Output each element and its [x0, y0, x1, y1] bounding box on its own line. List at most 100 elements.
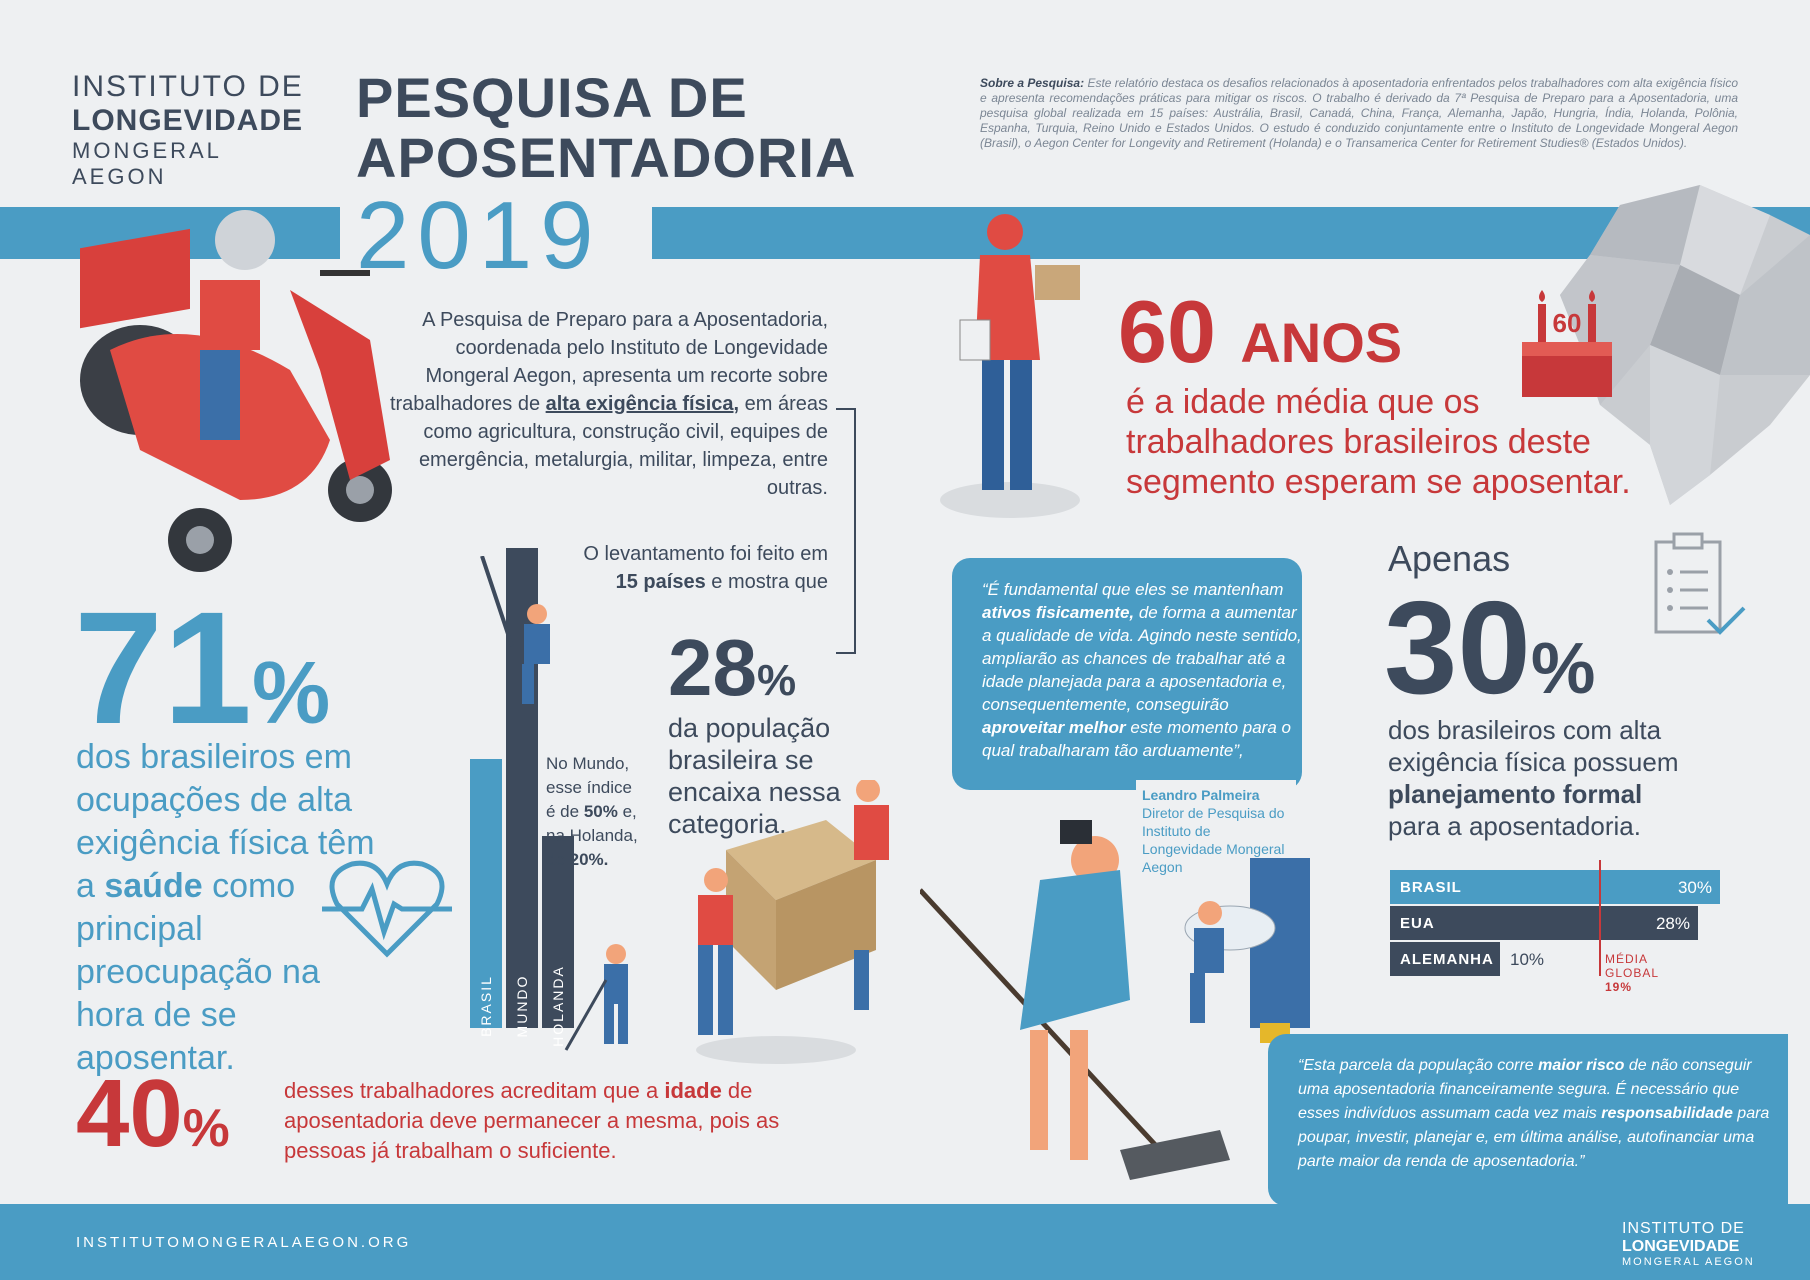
logo-line2: LONGEVIDADE [72, 104, 304, 137]
header-logo: INSTITUTO DE LONGEVIDADE MONGERAL AEGON [72, 70, 312, 190]
stat-71-number: 71% [74, 588, 330, 748]
brazil-map-icon [1560, 185, 1810, 505]
stat-40-text1: desses trabalhadores acreditam que a [284, 1078, 665, 1103]
footer-logo-line2: LONGEVIDADE [1622, 1238, 1740, 1255]
hbar-alemanha-label: ALEMANHA [1400, 951, 1494, 968]
vbar-brasil: BRASIL [470, 759, 502, 1037]
quote-1-role: Diretor de Pesquisa do Instituto de Long… [1142, 805, 1285, 875]
global-avg-label1: MÉDIA [1605, 952, 1649, 966]
hbar-alemanha-value: 10% [1510, 950, 1545, 969]
stat-60-unit: ANOS [1240, 311, 1403, 374]
world-note: No Mundo, esse índice é de 50% e, na Hol… [546, 752, 646, 872]
global-avg-value: 19% [1605, 980, 1633, 994]
stat-40-text2: de aposentadoria deve permanecer a mesma… [284, 1078, 780, 1163]
stat-28-value: 28 [668, 623, 757, 712]
intro-part1: A Pesquisa de Preparo para a Aposentador… [389, 309, 828, 415]
stat-30-number: 30% [1384, 582, 1595, 714]
window-cleaner-illustration [480, 556, 550, 704]
clipboard-check-icon [1654, 532, 1746, 635]
stat-30-unit: % [1530, 628, 1596, 709]
stat-28-unit: % [756, 656, 797, 705]
intro-bracket [836, 408, 856, 654]
hbar-brasil-label: BRASIL [1400, 879, 1462, 896]
hbar-eua-value: 28% [1655, 914, 1690, 933]
title-year: 2019 [356, 182, 602, 289]
intro-part2: em áreas como agricultura, construção ci… [418, 393, 828, 499]
global-avg-label2: GLOBAL [1605, 966, 1660, 980]
stat-71-value: 71 [74, 578, 252, 757]
stat-30-text: dos brasileiros com alta exigência físic… [1388, 714, 1688, 842]
quote-1-b2: aproveitar melhor [982, 718, 1126, 737]
vertical-bar-chart: BRASIL MUNDO HOLANDA [470, 530, 580, 1047]
stat-30-text2: para a aposentadoria. [1388, 811, 1641, 841]
stat-28-text: da população brasileira se encaixa nessa… [668, 713, 841, 839]
quote-1-author: Leandro Palmeira [1142, 787, 1260, 803]
quote-2-text: “Esta parcela da população corre maior r… [1298, 1054, 1772, 1174]
stat-71-text1: dos brasileiros em ocupações de alta exi… [76, 738, 375, 905]
stat-40-value: 40 [76, 1060, 183, 1167]
stat-30-bold: planejamento formal [1388, 779, 1643, 809]
stat-60-number: 60 ANOS [1118, 288, 1402, 376]
stat-28-number: 28% [668, 628, 796, 708]
title-block: PESQUISA DE APOSENTADORIA 2019 [356, 68, 856, 284]
quote-1-text: “É fundamental que eles se mantenham ati… [982, 578, 1304, 762]
about-body: Este relatório destaca os desafios relac… [980, 76, 1739, 150]
stat-71-bold: saúde [104, 867, 203, 905]
stat-71-unit: % [251, 643, 331, 742]
survey-text: O levantamento foi feito em 15 países e … [520, 540, 828, 596]
quote-box-1 [952, 558, 1302, 790]
cake-label: 60 [1553, 308, 1582, 338]
global-avg-line [1599, 860, 1601, 976]
footer-logo-line3: MONGERAL AEGON [1622, 1256, 1755, 1268]
stat-60-value: 60 [1118, 282, 1216, 381]
stat-40-number: 40% [76, 1066, 230, 1162]
stat-30-pre: Apenas [1388, 538, 1511, 579]
hbar-brasil: BRASIL 30% [1390, 870, 1720, 904]
survey-part2: e mostra que [705, 571, 828, 593]
quote-2-b1: maior risco [1538, 1057, 1625, 1074]
world-note-b1: 50% [583, 802, 618, 821]
horizontal-bar-chart: BRASIL 30% EUA 28% ALEMANHA 10% MÉDIA GL… [1390, 860, 1735, 1030]
footer-url-link[interactable]: INSTITUTOMONGERALAEGON.ORG [76, 1234, 412, 1251]
quote-1-t3: este momento para o qual trabalharam tão… [982, 718, 1291, 760]
footer-bar [0, 1204, 1810, 1280]
about-text: Sobre a Pesquisa: Este relatório destaca… [980, 76, 1738, 151]
title-line2: APOSENTADORIA [356, 126, 857, 189]
vbar-holanda: HOLANDA [542, 836, 574, 1047]
logo-line3: MONGERAL AEGON [72, 138, 222, 189]
intro-highlight: alta exigência física, [545, 393, 740, 415]
footer-logo-line1: INSTITUTO DE [1622, 1220, 1745, 1237]
stat-30-value: 30 [1384, 574, 1531, 721]
about-label: Sobre a Pesquisa: [980, 76, 1085, 90]
hbar-brasil-value: 30% [1677, 878, 1712, 897]
mop-worker-illustration [564, 944, 628, 1051]
title-line1: PESQUISA DE [356, 66, 748, 129]
stat-60-text: é a idade média que os trabalhadores bra… [1126, 383, 1631, 501]
quote-2-b2: responsabilidade [1601, 1105, 1733, 1122]
vbar-mundo-label: MUNDO [514, 974, 530, 1038]
quote-2-t3: para poupar, investir, planejar e, em úl… [1298, 1105, 1770, 1170]
stat-71-text2: como principal preocupação na hora de se… [76, 867, 320, 1077]
cleaning-woman-illustration [920, 820, 1230, 1180]
quote-1-t2: de forma a aumentar a qualidade de vida.… [982, 603, 1302, 714]
world-note-text2: e, na Holanda, de [546, 802, 638, 869]
survey-bold: 15 países [615, 571, 706, 593]
heart-pulse-icon [322, 860, 452, 958]
intro-paragraph: A Pesquisa de Preparo para a Aposentador… [372, 306, 828, 502]
stat-40-bold: idade [664, 1078, 722, 1103]
vbar-brasil-label: BRASIL [478, 975, 494, 1037]
birthday-cake-icon: 60 [1522, 290, 1612, 397]
logo-line1: INSTITUTO DE [72, 70, 304, 103]
delivery-woman-illustration [940, 214, 1080, 518]
global-avg-label: MÉDIA GLOBAL 19% [1605, 952, 1659, 994]
hbar-eua: EUA 28% [1390, 906, 1698, 940]
quote-box-2 [1268, 1034, 1788, 1206]
stat-40-text: desses trabalhadores acreditam que a ida… [284, 1076, 844, 1166]
box-carriers-illustration [696, 780, 889, 1064]
world-note-text1: No Mundo, esse índice é de [546, 754, 632, 821]
hbar-alemanha: ALEMANHA [1390, 942, 1500, 976]
survey-part1: O levantamento foi feito em [583, 543, 828, 565]
plumber-sink-illustration [1184, 858, 1310, 1043]
quote-2-t2: de não conseguir uma aposentadoria finan… [1298, 1057, 1752, 1122]
quote-1-b1: ativos fisicamente, [982, 603, 1135, 622]
